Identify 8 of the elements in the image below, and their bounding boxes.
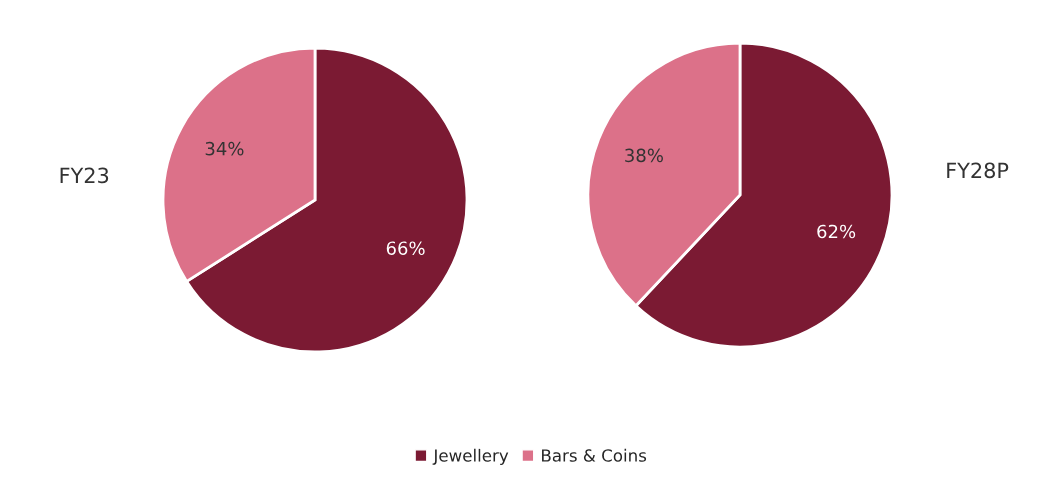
text: FY28P [947,162,1009,179]
data-label: 38% [625,148,663,163]
data-label: 34% [205,141,244,156]
text: FY23 [60,167,109,184]
data-label: 62% [817,224,856,239]
data-label: 66% [386,241,425,256]
legend-label: Jewellery [432,448,509,465]
legend-label: Bars & Coins [542,448,647,462]
